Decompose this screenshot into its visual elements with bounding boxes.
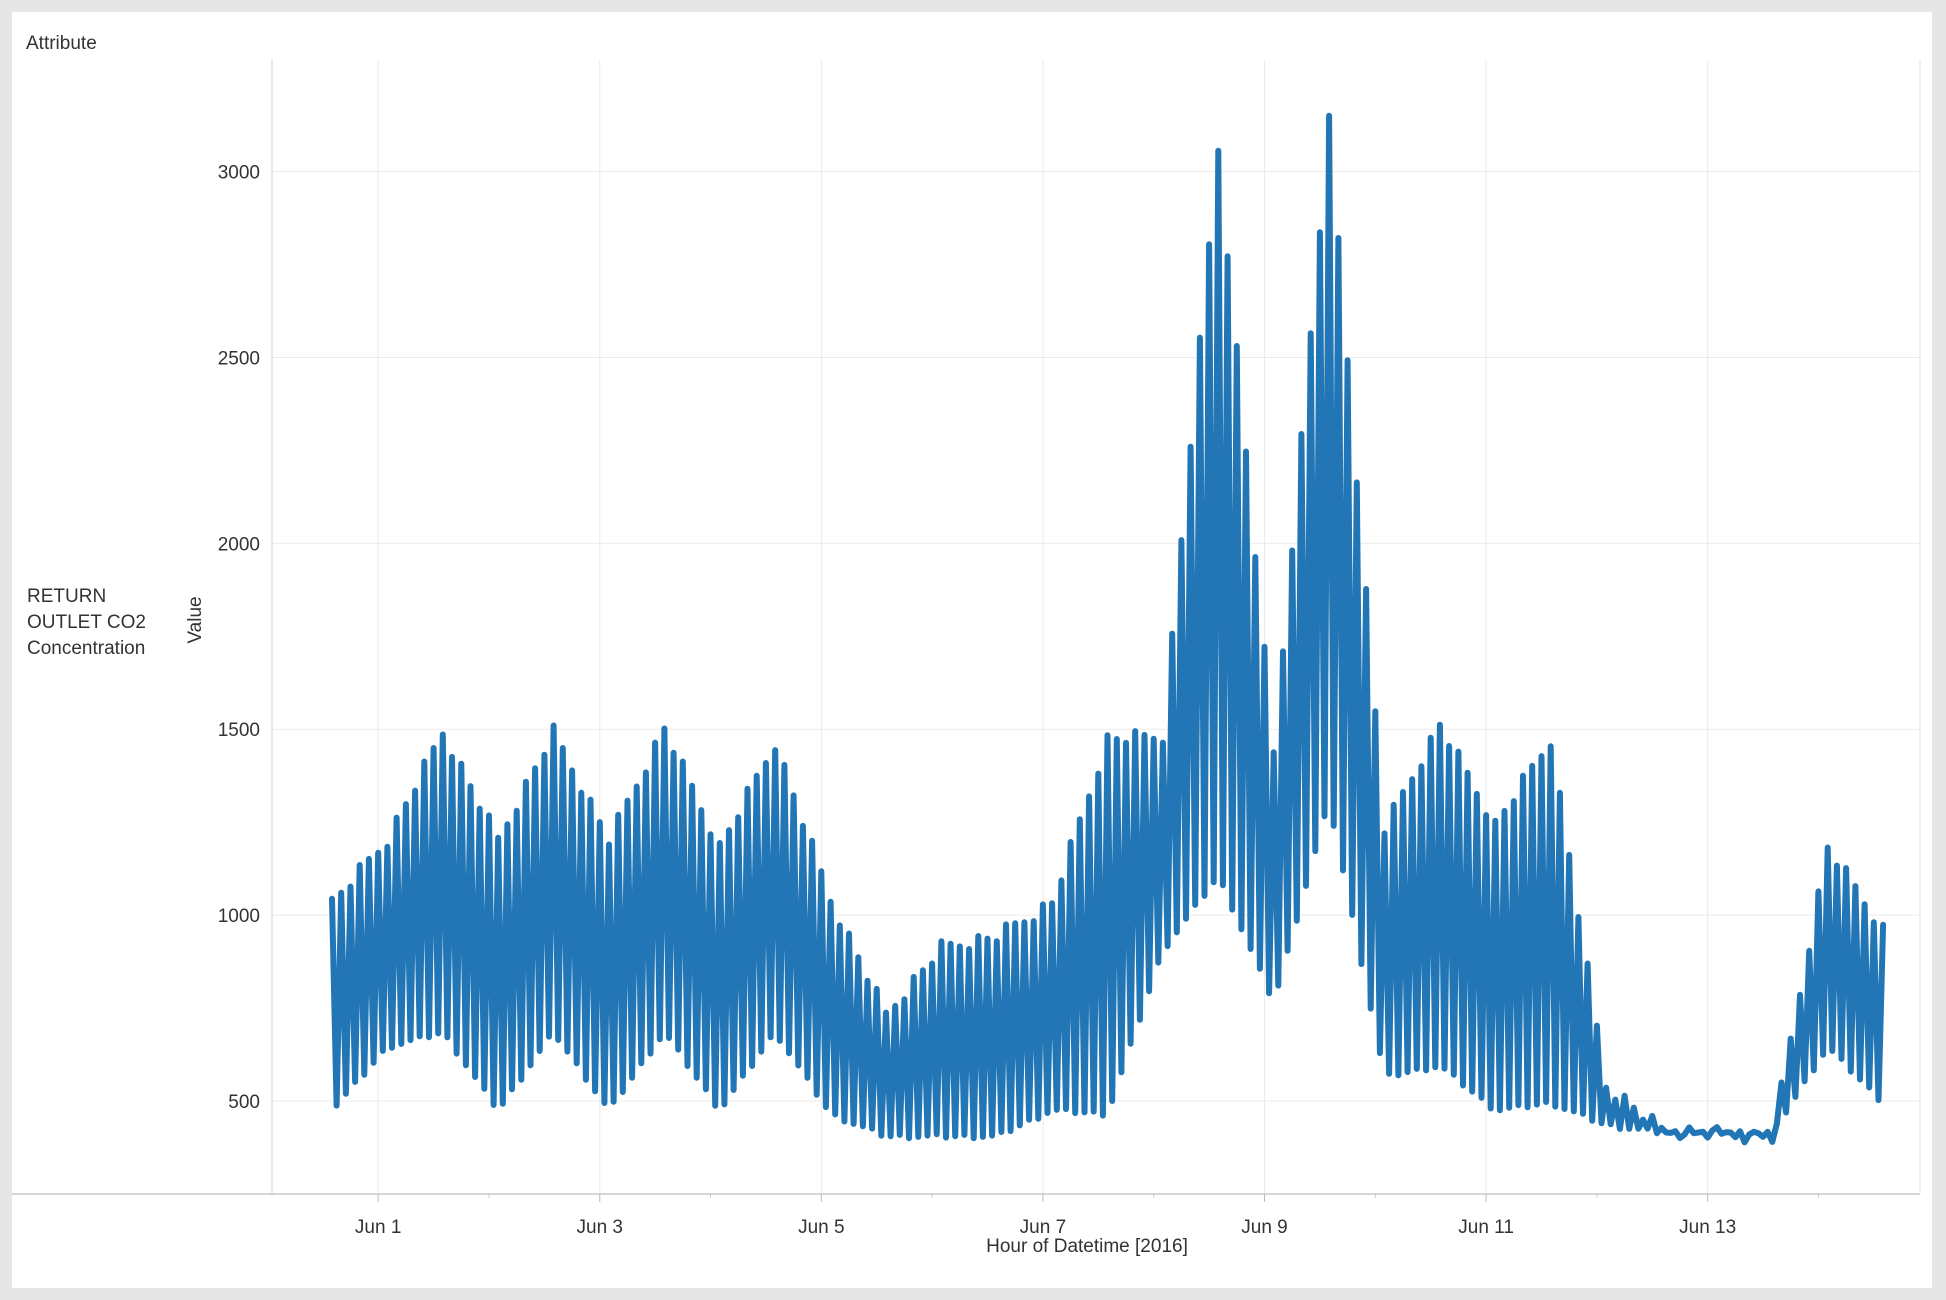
x-tick-label: Jun 13 — [1679, 1217, 1736, 1238]
y-axis: 500 1000 1500 2000 2500 3000 — [218, 163, 260, 1114]
series-line — [329, 112, 1887, 1146]
x-tick-label: Jun 3 — [577, 1217, 623, 1238]
row-label-line-2: OUTLET CO2 — [27, 612, 146, 633]
line-chart: Attribute RETURN OUTLET CO2 Concentratio… — [12, 33, 1921, 1257]
row-label-line-1: RETURN — [27, 586, 106, 607]
y-tick-label: 2500 — [218, 348, 260, 369]
y-tick-label: 500 — [228, 1092, 260, 1113]
y-tick-label: 1500 — [218, 720, 260, 741]
row-label-line-3: Concentration — [27, 638, 145, 659]
row-label: RETURN OUTLET CO2 Concentration — [27, 586, 151, 659]
x-tick-label: Jun 7 — [1020, 1217, 1066, 1238]
x-axis-title: Hour of Datetime [2016] — [986, 1236, 1188, 1257]
chart-frame: Attribute RETURN OUTLET CO2 Concentratio… — [12, 12, 1932, 1288]
plot-area — [329, 112, 1887, 1146]
attribute-header: Attribute — [26, 33, 97, 54]
x-tick-label: Jun 11 — [1458, 1217, 1514, 1238]
y-tick-label: 1000 — [218, 906, 260, 927]
x-axis: Jun 1 Jun 3 Jun 5 Jun 7 Jun 9 Jun 11 Jun 13 — [355, 1217, 1736, 1238]
y-axis-title: Value — [185, 596, 206, 643]
axes — [12, 60, 1921, 1202]
x-tick-label: Jun 5 — [798, 1217, 844, 1238]
x-tick-label: Jun 9 — [1241, 1217, 1287, 1238]
y-tick-label: 2000 — [218, 534, 260, 555]
x-tick-label: Jun 1 — [355, 1217, 401, 1238]
y-tick-label: 3000 — [218, 163, 260, 184]
